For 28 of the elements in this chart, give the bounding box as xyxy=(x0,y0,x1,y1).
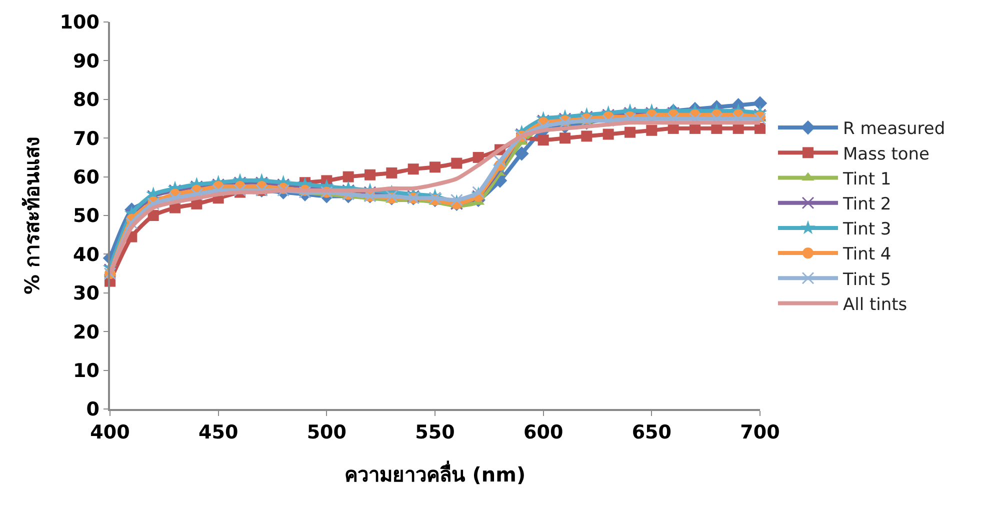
legend-label: All tints xyxy=(843,294,908,315)
y-tick-label: 40 xyxy=(72,244,100,266)
legend-label: Tint 4 xyxy=(842,244,892,265)
x-tick-label: 400 xyxy=(90,422,130,444)
x-tick-label: 500 xyxy=(306,422,347,444)
legend-label: Mass tone xyxy=(843,144,930,164)
y-tick-label: 60 xyxy=(72,166,100,188)
y-tick-label: 10 xyxy=(72,360,100,382)
y-tick-label: 100 xyxy=(60,12,100,34)
x-axis-title: ความยาวคลื่น (nm) xyxy=(344,460,526,487)
y-tick-label: 0 xyxy=(86,398,100,421)
x-tick-label: 450 xyxy=(198,422,238,444)
y-tick-label: 30 xyxy=(72,282,100,305)
x-tick-label: 700 xyxy=(740,422,780,444)
y-tick-label: 80 xyxy=(72,89,100,112)
y-tick-label: 90 xyxy=(72,50,100,72)
x-tick-label: 550 xyxy=(415,422,455,444)
legend-label: Tint 2 xyxy=(842,194,892,214)
legend-label: R measured xyxy=(843,119,946,140)
x-tick-label: 600 xyxy=(523,422,564,444)
x-tick-label: 650 xyxy=(632,422,672,444)
legend-label: Tint 1 xyxy=(842,169,892,190)
y-tick-label: 20 xyxy=(72,321,100,344)
y-tick-label: 50 xyxy=(72,205,100,228)
y-tick-label: 70 xyxy=(72,128,100,150)
legend-label: Tint 5 xyxy=(842,270,892,290)
legend-label: Tint 3 xyxy=(842,220,892,240)
y-axis-title: % การสะท้อนแสง xyxy=(20,136,44,295)
